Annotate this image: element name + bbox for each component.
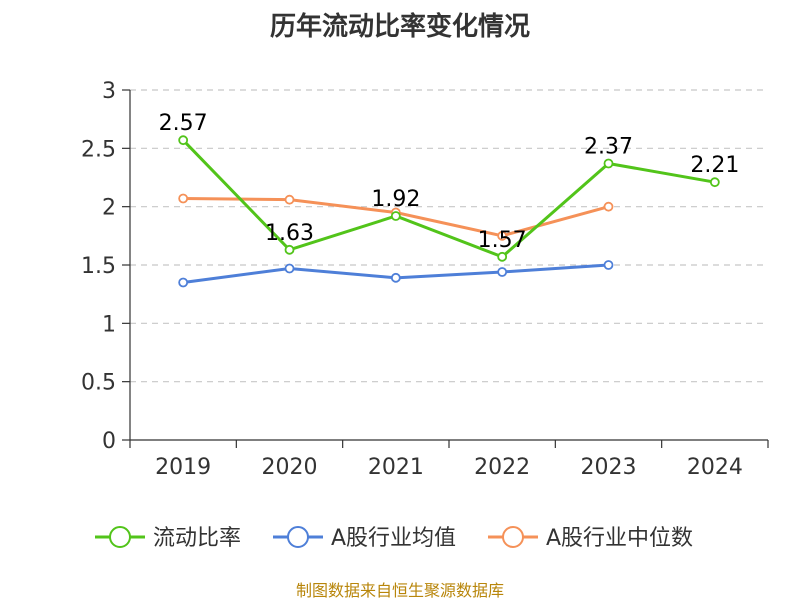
data-point [284, 263, 295, 274]
data-label: 1.57 [478, 228, 527, 253]
data-point [284, 244, 295, 255]
data-label: 2.37 [584, 135, 633, 160]
data-point [603, 201, 614, 212]
y-tick-label: 1 [102, 312, 116, 337]
x-tick-label: 2019 [155, 455, 211, 480]
axes: 0 0.5 1 1.5 2 2.5 3 2019 2020 2021 2022 2023 2024 [81, 79, 769, 480]
y-tick-label: 2.5 [81, 137, 116, 162]
data-point [178, 135, 189, 146]
y-tick-label: 1.5 [81, 254, 116, 279]
x-tick-label: 2022 [474, 455, 530, 480]
data-point [497, 230, 508, 241]
legend-label: A股行业均值 [331, 526, 456, 551]
x-tick-label: 2021 [368, 455, 424, 480]
data-point [709, 177, 720, 188]
x-tick-label: 2020 [262, 455, 318, 480]
y-tick-label: 2 [102, 196, 116, 221]
legend[interactable]: 流动比率 A股行业均值 A股行业中位数 [95, 526, 693, 551]
data-point [497, 267, 508, 277]
data-point [178, 193, 189, 204]
legend-swatch-marker [287, 526, 309, 548]
source-note: 制图数据来自恒生聚源数据库 [295, 581, 504, 600]
y-tick-label: 0 [102, 429, 116, 454]
series-line [182, 139, 716, 259]
legend-label: A股行业中位数 [546, 526, 693, 551]
legend-swatch-marker [502, 526, 524, 548]
data-labels: 2.57 1.63 1.92 1.57 2.37 2.21 [159, 111, 740, 253]
data-label: 2.57 [159, 111, 208, 136]
data-label: 2.21 [690, 153, 739, 178]
data-point [603, 260, 614, 270]
data-point [497, 251, 508, 262]
legend-swatch-marker [109, 526, 131, 548]
chart-title: 历年流动比率变化情况 [269, 12, 530, 42]
y-tick-label: 3 [102, 79, 116, 104]
series-layer [178, 135, 720, 288]
data-point [178, 277, 189, 288]
data-label: 1.63 [265, 221, 314, 246]
y-tick-label: 0.5 [81, 371, 116, 396]
data-label: 1.92 [371, 187, 420, 212]
x-tick-label: 2024 [687, 455, 743, 480]
legend-label: 流动比率 [153, 526, 241, 551]
data-point [390, 272, 401, 283]
data-point [390, 211, 401, 221]
x-tick-label: 2023 [581, 455, 637, 480]
grid-lines [130, 89, 768, 383]
data-point [284, 194, 295, 205]
data-point [603, 158, 614, 169]
